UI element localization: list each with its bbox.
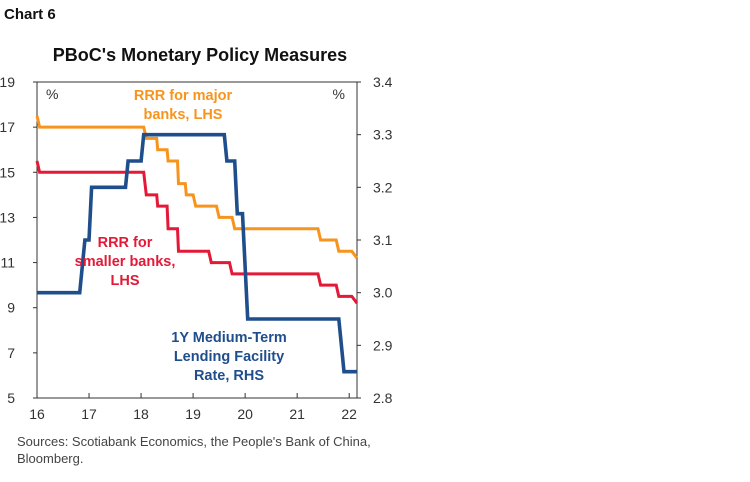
y-right-unit-label: % — [333, 86, 345, 102]
y-right-tick-label: 3.4 — [373, 74, 393, 90]
y-right-tick-label: 3.0 — [373, 285, 393, 301]
rrr-smaller-series-label: RRR for — [98, 235, 153, 251]
x-tick-label: 19 — [185, 406, 201, 422]
mlf-rate-series-label: Rate, RHS — [194, 368, 264, 384]
rrr-smaller-series-label: LHS — [111, 273, 140, 289]
chart-title: PBoC's Monetary Policy Measures — [52, 45, 348, 65]
y-right-tick-label: 3.1 — [373, 232, 393, 248]
x-tick-label: 20 — [237, 406, 253, 422]
x-tick-label: 18 — [133, 406, 149, 422]
x-tick-label: 22 — [341, 406, 357, 422]
rrr-major-series-label: RRR for major — [134, 88, 233, 104]
rrr-smaller-line — [35, 160, 359, 305]
y-right-tick-label: 3.3 — [373, 127, 393, 143]
y-left-tick-label: 5 — [7, 390, 15, 406]
y-left-tick-label: 7 — [7, 345, 15, 361]
source-note: Sources: Scotiabank Economics, the Peopl… — [17, 434, 371, 466]
y-left-unit-label: % — [46, 86, 58, 102]
y-left-tick-label: 9 — [7, 300, 15, 316]
x-tick-label: 16 — [29, 406, 45, 422]
mlf-rate-series-label: Lending Facility — [174, 349, 284, 365]
mlf-rate-line — [37, 132, 357, 374]
y-right-tick-label: 2.8 — [373, 390, 393, 406]
rrr-major-line — [35, 115, 359, 260]
y-left-tick-label: 13 — [0, 209, 15, 225]
x-tick-label: 17 — [81, 406, 97, 422]
rrr-smaller-series-label: smaller banks, — [75, 254, 176, 270]
y-right-tick-label: 2.9 — [373, 337, 393, 353]
rrr-major-series-label: banks, LHS — [144, 107, 223, 123]
mlf-rate-series-label: 1Y Medium-Term — [171, 330, 287, 346]
x-tick-label: 21 — [289, 406, 305, 422]
chart-number-label: Chart 6 — [4, 6, 56, 23]
y-left-tick-label: 15 — [0, 164, 15, 180]
y-left-tick-label: 11 — [0, 255, 15, 271]
y-right-tick-label: 3.2 — [373, 179, 393, 195]
y-left-tick-label: 17 — [0, 119, 15, 135]
y-left-tick-label: 19 — [0, 74, 15, 90]
